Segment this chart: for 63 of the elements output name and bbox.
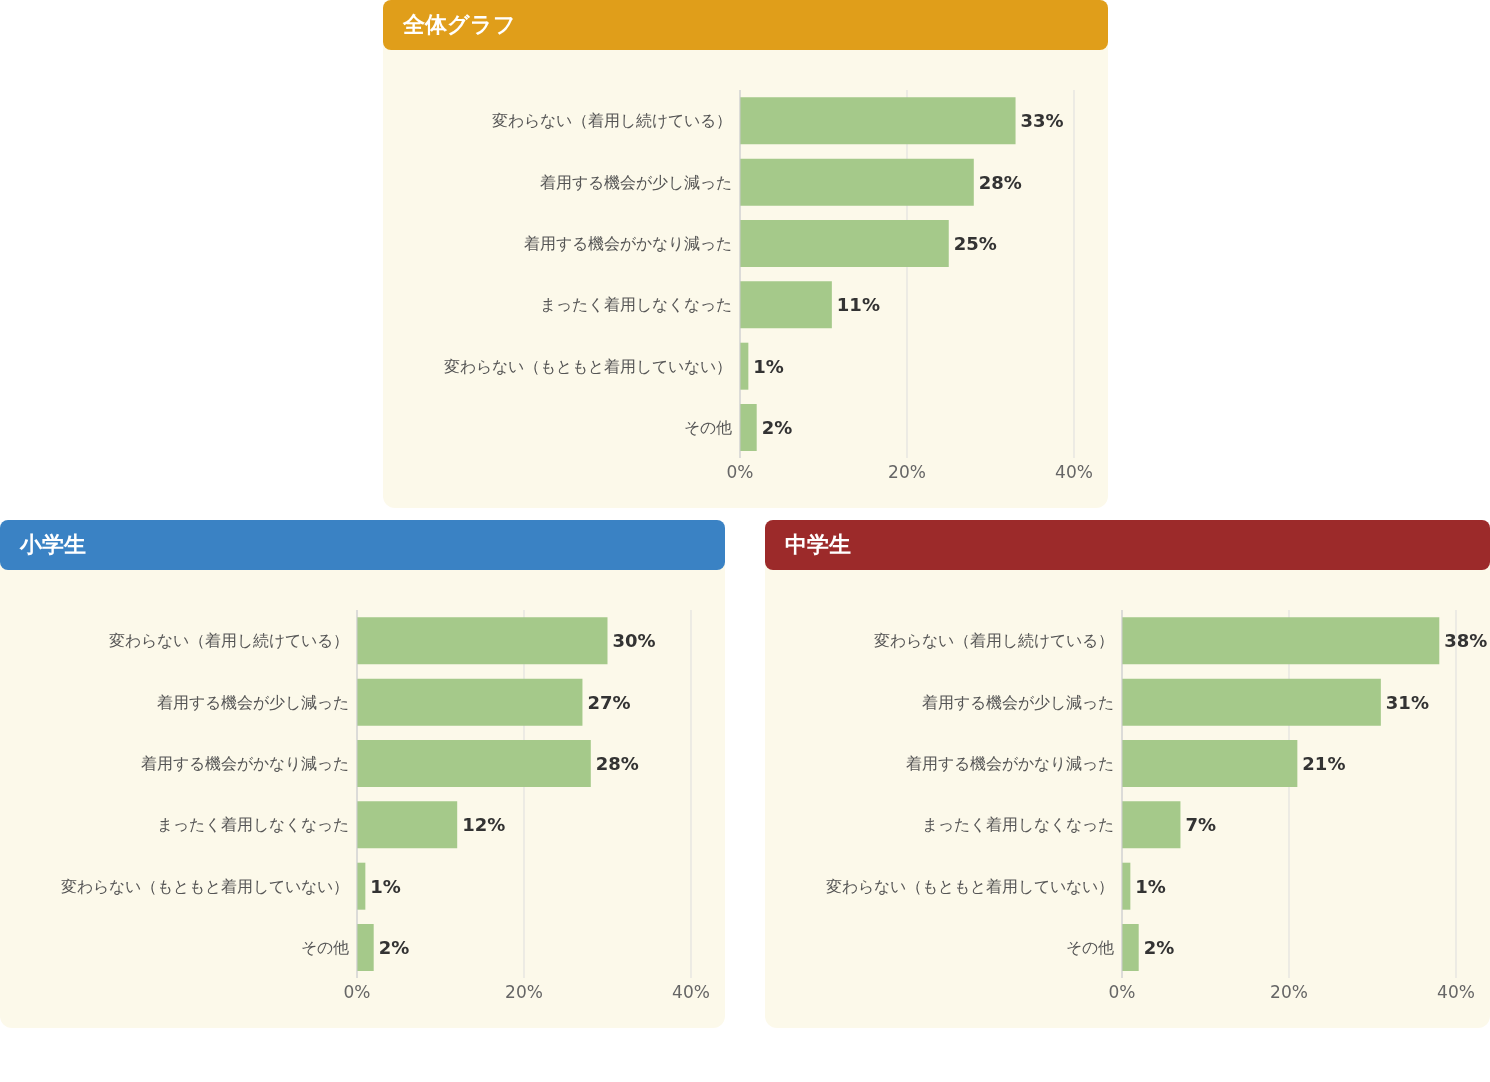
y-tick-label: 変わらない（着用し続けている） — [492, 111, 732, 131]
x-tick-label: 40% — [1055, 462, 1093, 483]
data-label: 31% — [1385, 691, 1429, 713]
y-tick-label: まったく着用しなくなった — [922, 815, 1114, 835]
data-label: 1% — [753, 355, 784, 377]
bar — [1122, 678, 1381, 726]
bar — [740, 281, 832, 329]
data-label: 11% — [836, 294, 880, 316]
data-label: 38% — [1444, 630, 1488, 652]
x-tick-label: 40% — [672, 982, 710, 1003]
data-label: 2% — [378, 936, 410, 958]
data-label: 2% — [761, 416, 793, 438]
y-tick-label: まったく着用しなくなった — [157, 815, 349, 835]
x-tick-label: 0% — [726, 462, 754, 483]
y-tick-label: 着用する機会がかなり減った — [524, 234, 732, 254]
bar — [1122, 617, 1440, 665]
y-tick-label: その他 — [301, 938, 349, 958]
y-tick-label: 変わらない（もともと着用していない） — [826, 876, 1114, 896]
y-tick-label: 変わらない（もともと着用していない） — [61, 876, 349, 896]
y-tick-label: その他 — [684, 418, 732, 438]
bar — [1122, 801, 1181, 849]
y-tick-label: まったく着用しなくなった — [540, 295, 732, 315]
x-tick-label: 0% — [1108, 982, 1136, 1003]
x-tick-label: 0% — [343, 982, 371, 1003]
bar — [357, 740, 591, 788]
y-tick-label: 着用する機会がかなり減った — [141, 754, 349, 774]
y-tick-label: その他 — [1066, 938, 1114, 958]
x-tick-label: 20% — [505, 982, 543, 1003]
text: 全体グラフ — [383, 0, 1108, 50]
text: 中学生 — [765, 520, 1490, 570]
y-tick-label: 着用する機会がかなり減った — [906, 754, 1114, 774]
data-label: 30% — [612, 630, 656, 652]
data-label: 12% — [462, 814, 506, 836]
data-label: 28% — [595, 752, 639, 774]
y-tick-label: 変わらない（着用し続けている） — [109, 631, 349, 651]
bar — [740, 220, 949, 268]
data-label: 25% — [953, 232, 997, 254]
bar — [357, 924, 374, 972]
data-label: 21% — [1302, 752, 1346, 774]
text: 小学生 — [0, 520, 725, 570]
bar — [1122, 924, 1139, 972]
bar — [740, 404, 757, 452]
data-label: 1% — [1135, 875, 1166, 897]
bar — [1122, 740, 1298, 788]
data-label: 1% — [370, 875, 401, 897]
data-label: 7% — [1185, 814, 1217, 836]
x-tick-label: 40% — [1437, 982, 1475, 1003]
bar — [740, 158, 974, 206]
y-tick-label: 着用する機会が少し減った — [922, 692, 1114, 712]
bar — [357, 801, 458, 849]
data-label: 33% — [1020, 110, 1064, 132]
y-tick-label: 着用する機会が少し減った — [157, 692, 349, 712]
data-label: 28% — [978, 171, 1022, 193]
data-label: 2% — [1143, 936, 1175, 958]
x-tick-label: 20% — [888, 462, 926, 483]
bar — [357, 678, 583, 726]
y-tick-label: 着用する機会が少し減った — [540, 172, 732, 192]
data-label: 27% — [587, 691, 631, 713]
bar — [357, 617, 608, 665]
y-tick-label: 変わらない（着用し続けている） — [874, 631, 1114, 651]
y-tick-label: 変わらない（もともと着用していない） — [444, 356, 732, 376]
bar — [740, 97, 1016, 145]
x-tick-label: 20% — [1270, 982, 1308, 1003]
